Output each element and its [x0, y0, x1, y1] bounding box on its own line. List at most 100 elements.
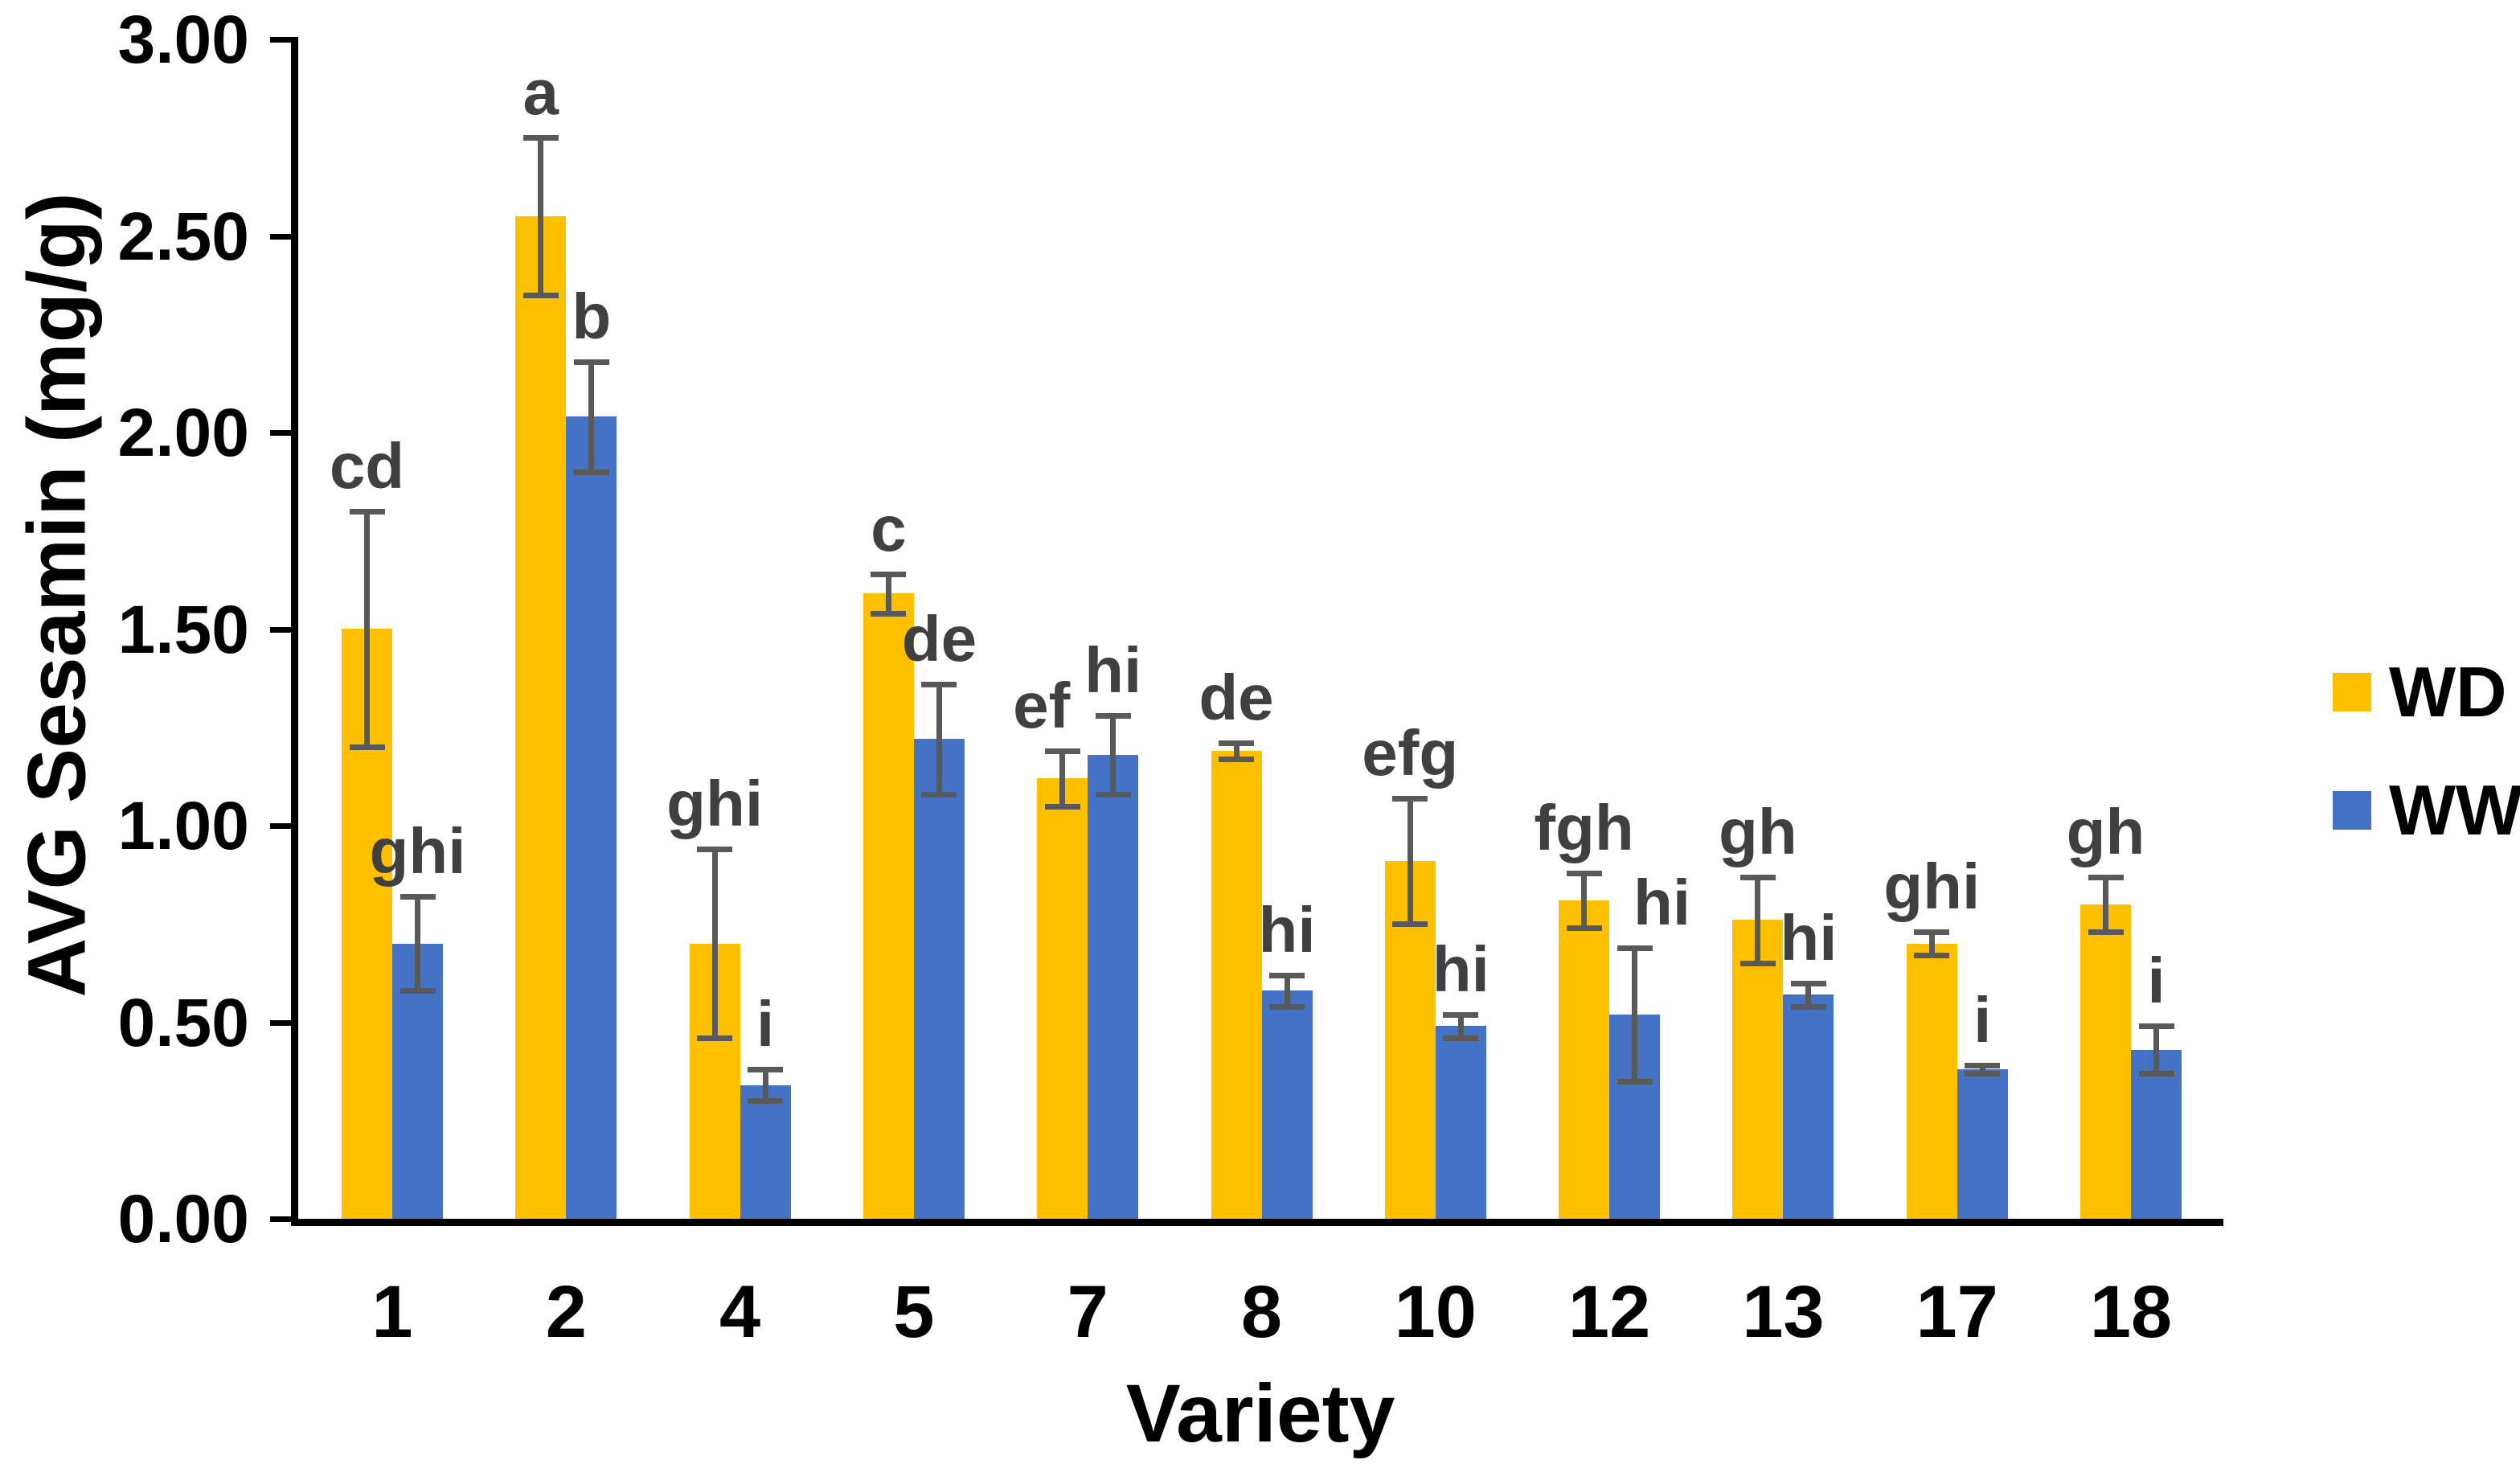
y-tick-label: 0.00 — [117, 1181, 250, 1257]
error-bar-cap-top — [1616, 945, 1653, 951]
error-bar-cap-bottom — [1269, 1003, 1305, 1010]
x-tick-label-17: 17 — [1916, 1271, 1998, 1353]
sig-letter-ww-7: hi — [1084, 634, 1142, 707]
error-bar-cap-bottom — [1219, 756, 1254, 762]
error-bar-cap-top — [349, 508, 385, 515]
error-bar-ww-18 — [2153, 1026, 2159, 1074]
error-bar-cap-top — [921, 681, 957, 687]
sig-letter-ww-13: hi — [1780, 901, 1838, 974]
error-bar-cap-top — [573, 359, 609, 365]
bar-wd-13 — [1732, 920, 1784, 1219]
y-axis-tick-mark — [270, 233, 291, 240]
y-axis-tick-mark — [270, 430, 291, 436]
bar-wd-5 — [863, 593, 914, 1219]
error-bar-wd-13 — [1755, 876, 1761, 964]
error-bar-ww-8 — [1284, 974, 1290, 1007]
error-bar-ww-7 — [1110, 716, 1117, 794]
sig-letter-wd-12: fgh — [1534, 791, 1634, 863]
error-bar-cap-top — [1219, 740, 1254, 747]
y-axis-tick-mark — [270, 1216, 291, 1222]
x-tick-label-7: 7 — [1067, 1271, 1108, 1353]
y-axis-tick-mark — [270, 626, 291, 633]
legend-swatch-wd — [2333, 673, 2371, 711]
error-bar-cap-bottom — [1739, 961, 1776, 967]
y-tick-label: 1.50 — [117, 591, 250, 667]
sig-letter-wd-1: cd — [329, 429, 405, 502]
error-bar-wd-1 — [364, 511, 370, 748]
error-bar-cap-top — [697, 847, 733, 853]
y-tick-label: 0.50 — [117, 984, 250, 1060]
error-bar-cap-top — [1392, 795, 1428, 802]
sig-letter-ww-5: de — [901, 602, 977, 675]
error-bar-cap-bottom — [697, 1035, 733, 1042]
error-bar-cap-top — [522, 135, 559, 141]
y-tick-label: 1.00 — [117, 788, 250, 863]
sig-letter-wd-7: ef — [1013, 670, 1071, 742]
error-bar-cap-top — [1914, 929, 1950, 936]
bar-ww-5 — [913, 739, 965, 1219]
x-tick-label-8: 8 — [1240, 1271, 1283, 1353]
sig-letter-ww-8: hi — [1258, 893, 1316, 966]
error-bar-wd-2 — [538, 137, 544, 295]
sig-letter-ww-4: i — [756, 988, 775, 1060]
bar-wd-7 — [1037, 778, 1088, 1219]
bar-wd-17 — [1906, 944, 1957, 1219]
bar-ww-13 — [1783, 994, 1834, 1219]
error-bar-wd-8 — [1233, 743, 1240, 759]
error-bar-cap-bottom — [1443, 1035, 1479, 1042]
error-bar-wd-7 — [1059, 751, 1066, 806]
error-bar-cap-top — [1269, 972, 1305, 978]
y-axis-tick-mark — [270, 1019, 291, 1026]
bar-ww-2 — [566, 416, 617, 1219]
x-tick-label-5: 5 — [893, 1271, 935, 1353]
error-bar-cap-top — [1044, 748, 1080, 755]
error-bar-cap-bottom — [1914, 953, 1950, 959]
y-axis-tick-mark — [270, 823, 291, 829]
error-bar-wd-10 — [1407, 798, 1413, 925]
error-bar-ww-2 — [588, 361, 595, 472]
error-bar-cap-top — [748, 1067, 784, 1073]
error-bar-cap-bottom — [1790, 1003, 1826, 1010]
y-tick-label: 3.00 — [117, 2, 250, 77]
sig-letter-ww-2: b — [572, 280, 612, 352]
error-bar-cap-top — [400, 894, 436, 900]
error-bar-cap-bottom — [349, 744, 385, 751]
y-tick-label: 2.00 — [117, 395, 250, 470]
sig-letter-ww-18: i — [2147, 945, 2166, 1017]
sig-letter-wd-10: efg — [1362, 716, 1459, 789]
x-tick-label-13: 13 — [1742, 1271, 1825, 1353]
bar-ww-17 — [1957, 1069, 2008, 1219]
error-bar-cap-bottom — [2088, 929, 2124, 936]
sig-letter-ww-12: hi — [1633, 866, 1691, 938]
error-bar-wd-17 — [1928, 932, 1935, 956]
sig-letter-wd-18: gh — [2066, 795, 2145, 867]
y-axis-line — [291, 37, 298, 1226]
error-bar-cap-bottom — [1392, 921, 1428, 928]
error-bar-cap-bottom — [1095, 791, 1131, 798]
error-bar-cap-top — [1443, 1011, 1479, 1018]
error-bar-cap-top — [1739, 874, 1776, 880]
x-tick-label-12: 12 — [1567, 1271, 1651, 1353]
sig-letter-wd-8: de — [1199, 662, 1274, 734]
error-bar-cap-bottom — [1566, 925, 1602, 932]
error-bar-cap-bottom — [1044, 803, 1080, 810]
error-bar-cap-bottom — [748, 1098, 784, 1105]
x-tick-label-18: 18 — [2089, 1271, 2173, 1353]
bar-ww-8 — [1261, 990, 1313, 1219]
bar-wd-12 — [1559, 900, 1610, 1219]
x-axis-line — [291, 1219, 2223, 1226]
error-bar-cap-bottom — [871, 610, 907, 617]
legend-swatch-ww — [2333, 791, 2371, 830]
sig-letter-ww-17: i — [1973, 984, 1992, 1056]
sig-letter-wd-5: c — [871, 493, 907, 565]
error-bar-cap-top — [1566, 870, 1602, 876]
error-bar-ww-1 — [415, 896, 420, 991]
sig-letter-ww-1: ghi — [369, 815, 466, 888]
error-bar-ww-12 — [1632, 947, 1638, 1081]
legend-label-ww: WW — [2389, 770, 2520, 850]
error-bar-cap-bottom — [921, 791, 957, 798]
error-bar-wd-12 — [1581, 872, 1588, 929]
error-bar-cap-top — [2138, 1023, 2174, 1030]
error-bar-cap-bottom — [522, 292, 559, 298]
